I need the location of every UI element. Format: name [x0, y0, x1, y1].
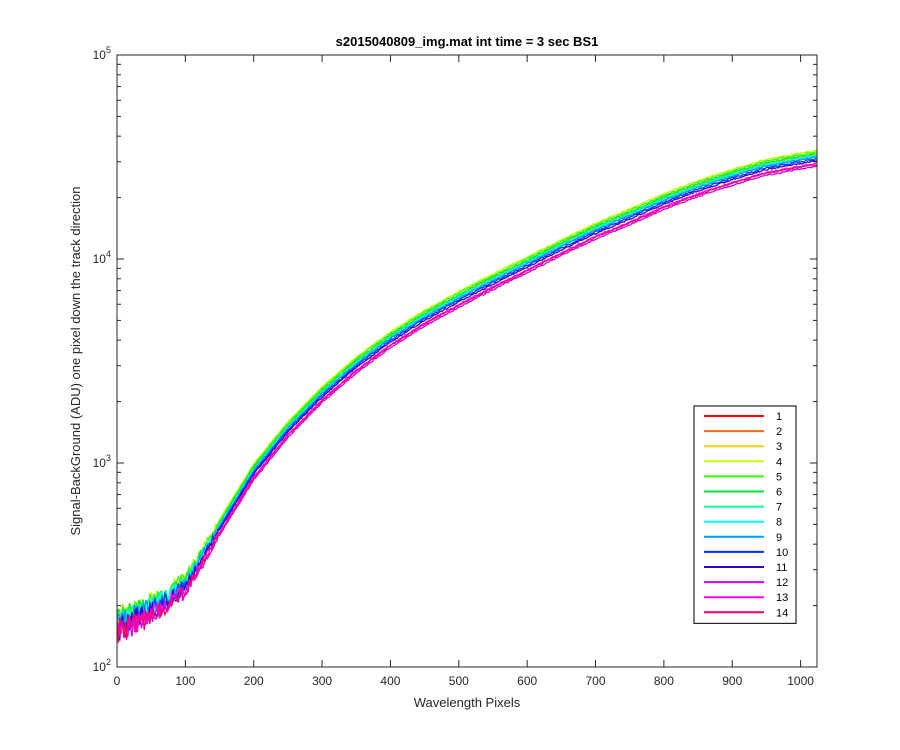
plot-area: [116, 54, 818, 668]
series-line-9: [117, 156, 817, 629]
series-line-11: [117, 159, 817, 642]
series-group: [117, 149, 817, 643]
series-line-6: [117, 152, 817, 627]
x-tick-label: 900: [722, 674, 742, 688]
series-line-14: [117, 164, 817, 643]
x-tick-label: 400: [380, 674, 400, 688]
x-tick-label: 800: [654, 674, 674, 688]
chart-title: s2015040809_img.mat int time = 3 sec BS1: [336, 34, 599, 49]
y-tick-label: 104: [93, 249, 111, 266]
legend-label-5: 5: [776, 471, 782, 483]
x-tick-label: 0: [114, 674, 121, 688]
legend-label-7: 7: [776, 502, 782, 514]
x-tick-label: 100: [175, 674, 195, 688]
legend-label-12: 12: [776, 577, 788, 589]
legend-label-13: 13: [776, 592, 788, 604]
y-tick-label: 102: [93, 657, 111, 674]
series-line-8: [117, 155, 817, 635]
legend-label-11: 11: [776, 562, 787, 574]
legend-label-1: 1: [776, 411, 782, 423]
y-tick-label: 103: [93, 453, 111, 470]
legend-label-14: 14: [776, 607, 788, 619]
x-tick-label: 600: [517, 674, 537, 688]
series-line-12: [117, 165, 817, 640]
legend-label-8: 8: [776, 517, 782, 529]
y-axis-label: Signal-BackGround (ADU) one pixel down t…: [68, 186, 83, 535]
x-tick-label: 1000: [787, 674, 814, 688]
legend-label-2: 2: [776, 426, 782, 438]
x-axis: 0 100 200 300 400 500 600 700 800 900 1000: [114, 55, 814, 688]
legend-label-6: 6: [776, 487, 782, 499]
x-tick-label: 200: [244, 674, 264, 688]
series-line-10: [117, 157, 817, 629]
x-tick-label: 300: [312, 674, 332, 688]
x-tick-label: 500: [449, 674, 469, 688]
plot-frame: [116, 54, 818, 668]
x-axis-label: Wavelength Pixels: [414, 695, 521, 710]
y-tick-label: 105: [93, 45, 111, 62]
x-tick-label: 700: [586, 674, 606, 688]
series-line-5: [117, 150, 817, 627]
legend-label-10: 10: [776, 547, 788, 559]
legend-label-3: 3: [776, 441, 782, 453]
legend-box: [693, 405, 797, 624]
legend-label-4: 4: [776, 456, 782, 468]
legend-label-9: 9: [776, 532, 782, 544]
